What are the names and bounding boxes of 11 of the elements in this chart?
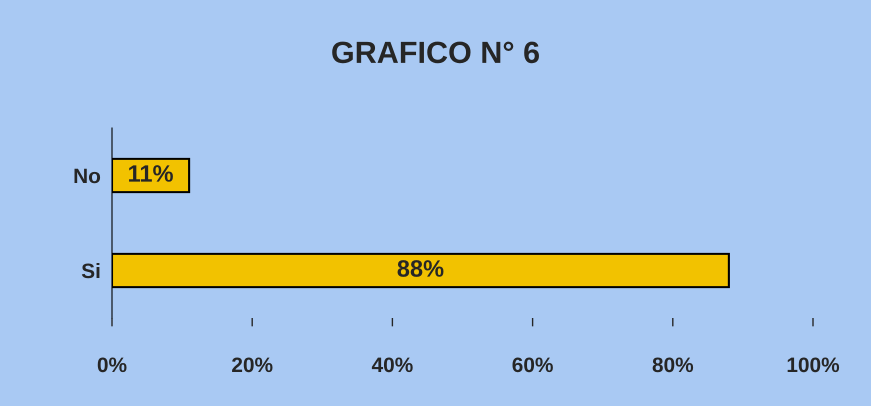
x-tick-label: 0% (98, 357, 127, 372)
x-tick-label: 40% (372, 357, 413, 372)
x-tick-label: 60% (512, 357, 553, 372)
y-tick-label: Si (82, 262, 100, 278)
y-tick-label: No (74, 168, 100, 184)
x-tick-label: 20% (232, 357, 272, 372)
chart-title: GRAFICO N° 6 (332, 42, 539, 64)
x-tick-label: 80% (652, 357, 694, 372)
x-tick-label: 100% (788, 357, 840, 372)
data-label: 11% (129, 165, 173, 182)
data-label: 88% (398, 260, 444, 277)
